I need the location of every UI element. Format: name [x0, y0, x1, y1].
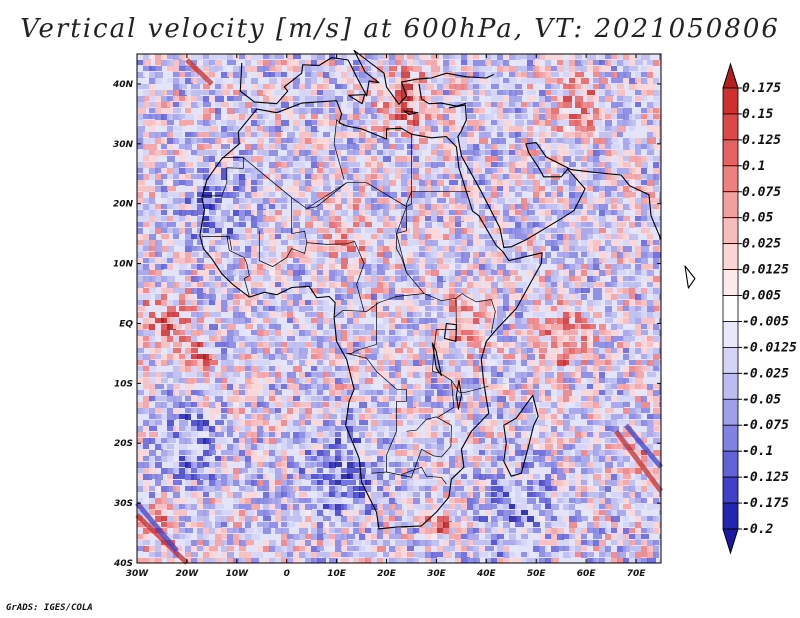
lat-tick-label: 20S — [114, 439, 133, 449]
lon-tick-label: 10W — [226, 569, 250, 579]
lon-tick-label: 10E — [327, 569, 347, 579]
lat-tick-label: 20N — [113, 200, 134, 210]
lat-tick-label: 40S — [113, 559, 133, 569]
colorbar-segment — [722, 476, 739, 504]
colorbar-label: -0.175 — [742, 496, 789, 511]
colorbar-label: -0.005 — [742, 314, 789, 329]
colorbar: 0.175 0.15 0.125 0.1 0.075 0.05 0.025 0.0125 0.0… — [722, 62, 797, 555]
lon-tick-label: 30W — [126, 569, 150, 579]
velocity-field — [135, 54, 663, 565]
colorbar-label: -0.05 — [742, 392, 781, 407]
colorbar-label: 0.1 — [742, 159, 765, 174]
colorbar-label: -0.0125 — [742, 340, 797, 355]
colorbar-segment — [722, 113, 739, 141]
colorbar-segment — [722, 450, 739, 478]
colorbar-segment — [722, 424, 739, 452]
lat-tick-label: 40N — [112, 80, 134, 90]
colorbar-segment — [722, 217, 739, 245]
colorbar-segment — [722, 139, 739, 167]
colorbar-segment — [722, 165, 739, 193]
lat-tick-label: 10S — [114, 379, 133, 389]
colorbar-label: 0.0125 — [742, 263, 789, 278]
lon-tick-label: 20W — [176, 569, 200, 579]
colorbar-segment — [722, 243, 739, 270]
africa-coastline — [199, 49, 696, 530]
colorbar-bottom-arrow — [722, 528, 739, 555]
colorbar-label: -0.1 — [742, 444, 773, 459]
colorbar-label: -0.125 — [742, 470, 789, 485]
colorbar-label: 0.075 — [742, 185, 781, 200]
colorbar-segment — [722, 347, 739, 374]
colorbar-label: 0.175 — [742, 81, 781, 96]
grads-credit: GrADS: IGES/COLA — [6, 603, 93, 613]
lon-tick-label: 40E — [476, 569, 497, 579]
lat-tick-label: 30N — [113, 140, 134, 150]
lon-tick-label: 70E — [627, 569, 647, 579]
lat-tick-label: EQ — [119, 319, 133, 329]
colorbar-segment — [722, 398, 739, 426]
colorbar-label: 0.05 — [742, 211, 773, 226]
colorbar-segment — [722, 502, 739, 530]
map-frame — [136, 53, 662, 564]
colorbar-label: 0.125 — [742, 133, 781, 148]
colorbar-label: 0.15 — [742, 107, 773, 122]
colorbar-segment — [722, 321, 739, 348]
colorbar-label: -0.075 — [742, 418, 789, 433]
lat-tick-label: 10N — [113, 260, 134, 270]
lon-tick-label: 0 — [284, 569, 290, 579]
lon-tick-label: 60E — [577, 569, 597, 579]
colorbar-segment — [722, 191, 739, 219]
colorbar-label: 0.025 — [742, 237, 781, 252]
colorbar-segment — [722, 372, 739, 400]
colorbar-label: -0.025 — [742, 366, 789, 381]
lon-tick-label: 50E — [527, 569, 547, 579]
colorbar-top-arrow — [722, 62, 739, 89]
axis-ticks: 30W 20W 10W 0 10E 20E 30E 40E 50E 60E 70E 40N 30N 20N… — [112, 54, 661, 579]
lon-tick-label: 30E — [427, 569, 447, 579]
colorbar-segment — [722, 295, 739, 322]
colorbar-label: -0.2 — [742, 522, 773, 537]
lon-tick-label: 20E — [377, 569, 397, 579]
map-title: Vertical velocity [m/s] at 600hPa, VT: 2… — [20, 14, 780, 44]
colorbar-label: 0.005 — [742, 289, 781, 304]
colorbar-segment — [722, 269, 739, 296]
lat-tick-label: 30S — [114, 499, 133, 509]
colorbar-segment — [722, 87, 739, 115]
